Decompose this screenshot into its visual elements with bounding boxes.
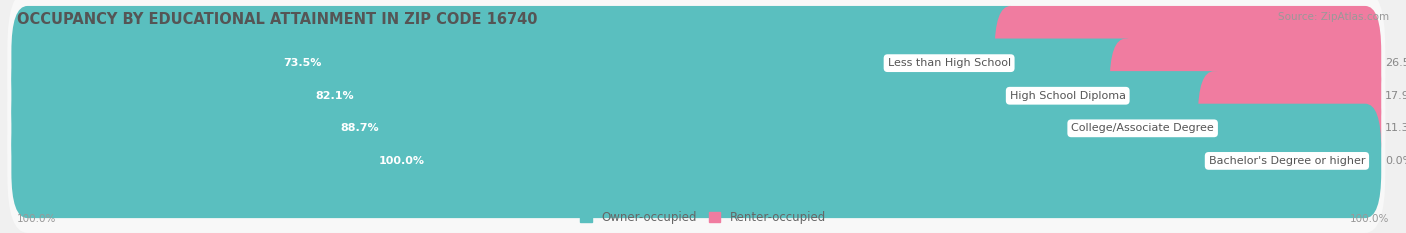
FancyBboxPatch shape — [1198, 71, 1381, 185]
FancyBboxPatch shape — [11, 104, 1381, 218]
Text: High School Diploma: High School Diploma — [1010, 91, 1126, 101]
Text: OCCUPANCY BY EDUCATIONAL ATTAINMENT IN ZIP CODE 16740: OCCUPANCY BY EDUCATIONAL ATTAINMENT IN Z… — [17, 12, 537, 27]
Text: 82.1%: 82.1% — [315, 91, 354, 101]
FancyBboxPatch shape — [1109, 38, 1381, 153]
FancyBboxPatch shape — [7, 0, 1385, 135]
FancyBboxPatch shape — [11, 6, 1026, 120]
Text: 100.0%: 100.0% — [17, 214, 56, 224]
Legend: Owner-occupied, Renter-occupied: Owner-occupied, Renter-occupied — [575, 206, 831, 229]
FancyBboxPatch shape — [994, 6, 1381, 120]
Text: Source: ZipAtlas.com: Source: ZipAtlas.com — [1278, 12, 1389, 22]
FancyBboxPatch shape — [7, 24, 1385, 168]
Text: 88.7%: 88.7% — [340, 123, 380, 133]
FancyBboxPatch shape — [7, 56, 1385, 200]
Text: College/Associate Degree: College/Associate Degree — [1071, 123, 1213, 133]
Text: Less than High School: Less than High School — [887, 58, 1011, 68]
Text: 100.0%: 100.0% — [380, 156, 425, 166]
Text: 11.3%: 11.3% — [1385, 123, 1406, 133]
Text: 73.5%: 73.5% — [284, 58, 322, 68]
FancyBboxPatch shape — [11, 71, 1230, 185]
Text: 26.5%: 26.5% — [1385, 58, 1406, 68]
FancyBboxPatch shape — [11, 38, 1142, 153]
FancyBboxPatch shape — [7, 89, 1385, 233]
Text: Bachelor's Degree or higher: Bachelor's Degree or higher — [1209, 156, 1365, 166]
Text: 100.0%: 100.0% — [1350, 214, 1389, 224]
Text: 0.0%: 0.0% — [1385, 156, 1406, 166]
Text: 17.9%: 17.9% — [1385, 91, 1406, 101]
